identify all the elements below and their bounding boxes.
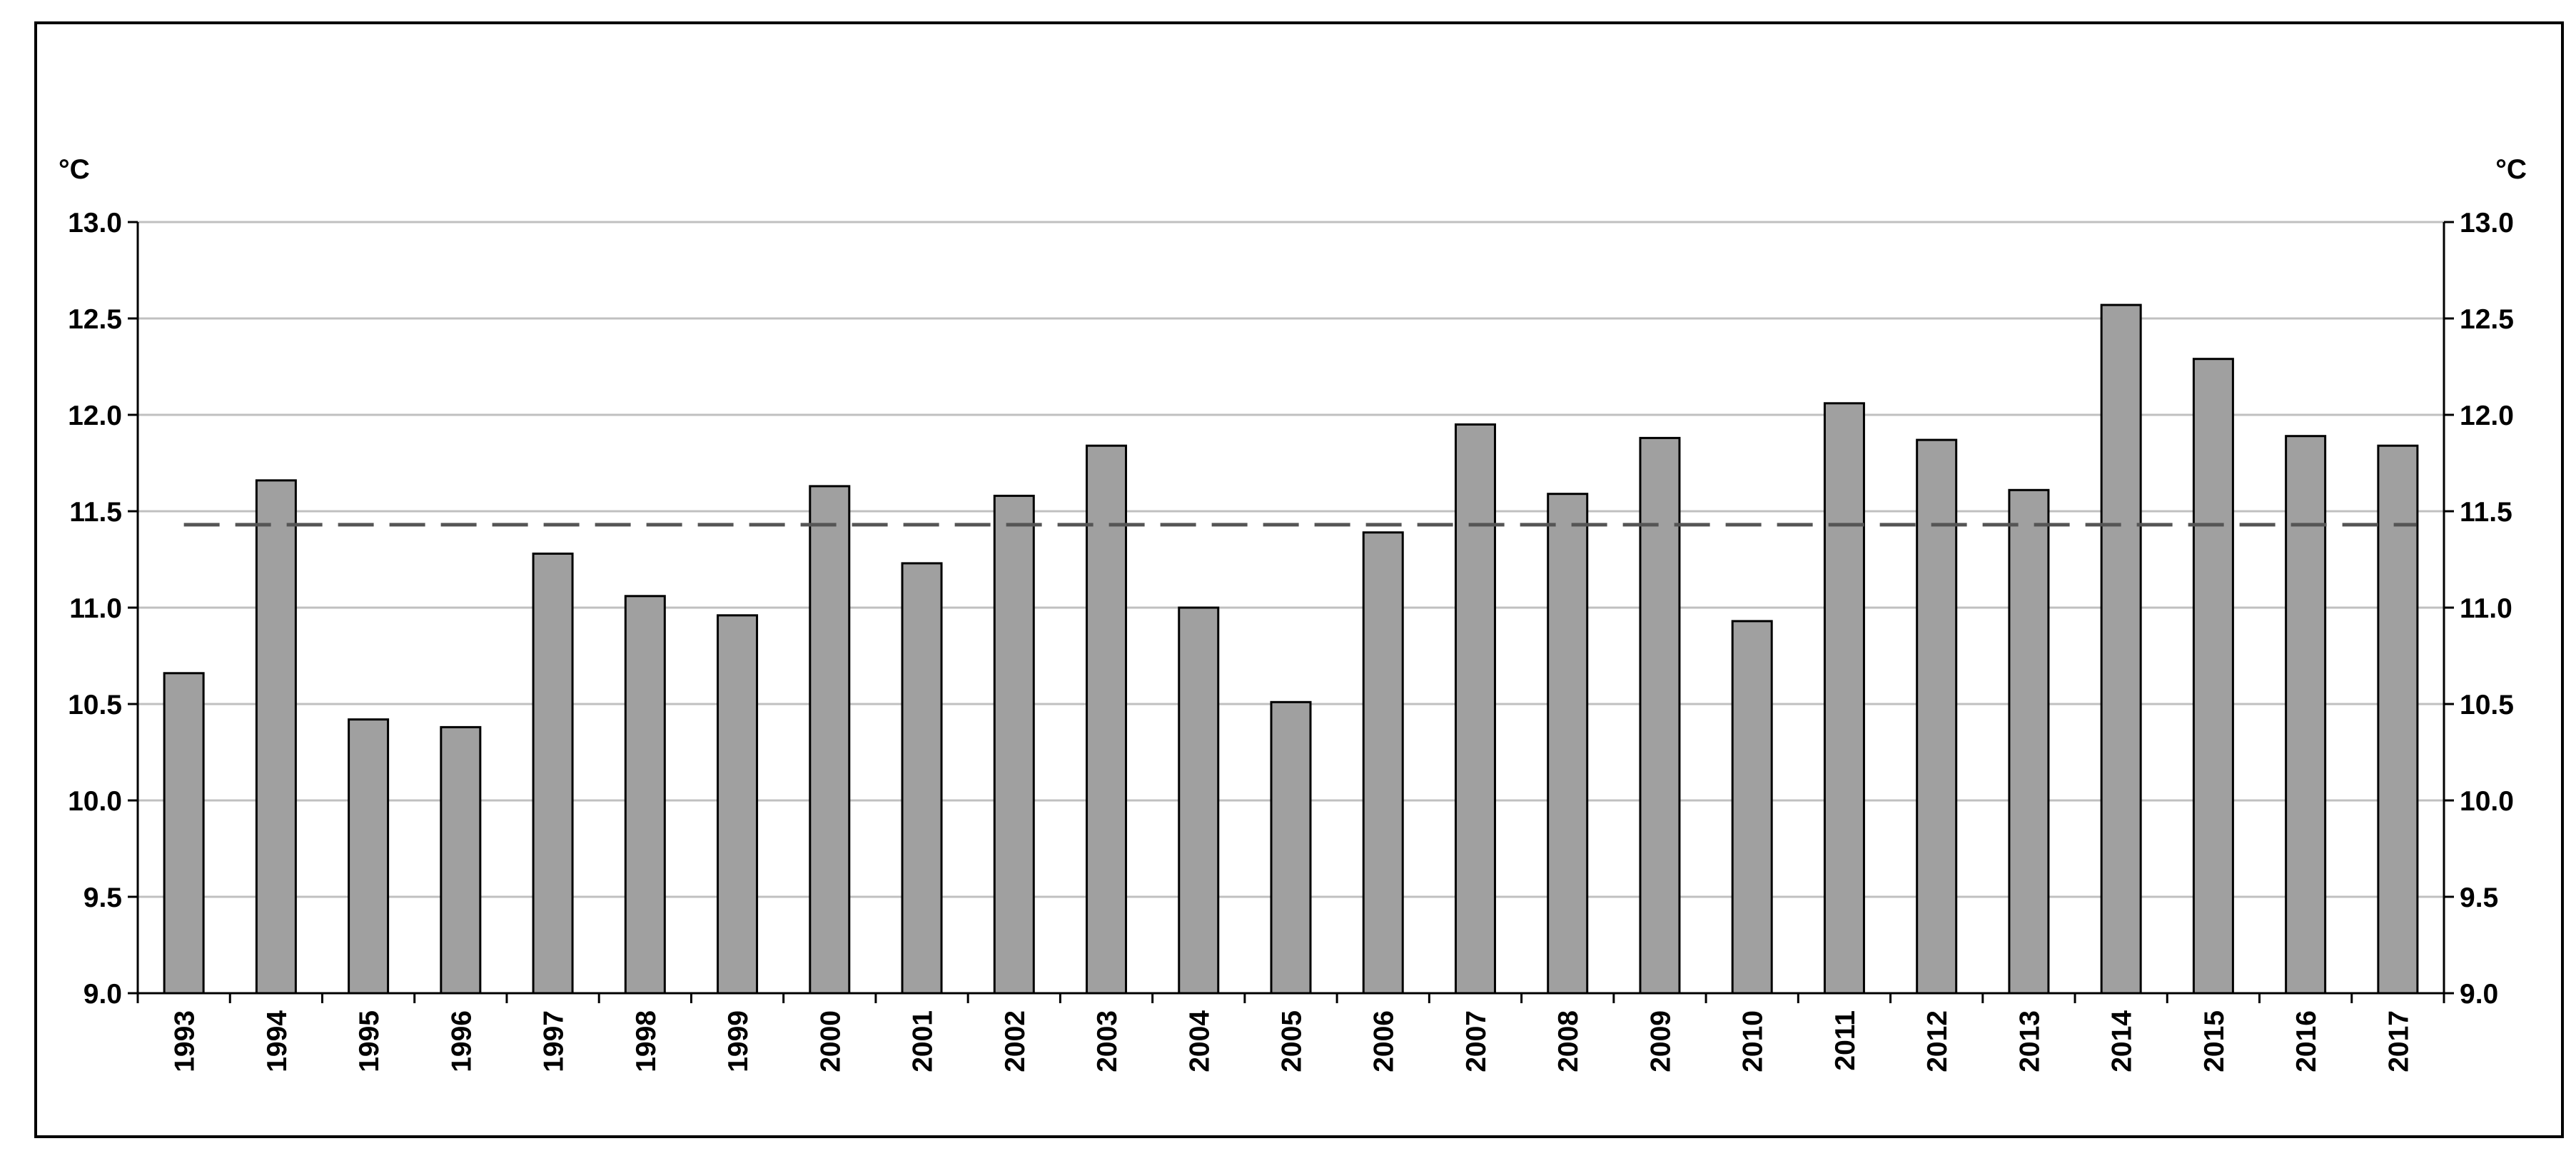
y-tick-label-left: 10.5 <box>68 690 122 720</box>
x-tick-label: 1999 <box>723 1010 754 1072</box>
bar-2017 <box>2377 444 2419 995</box>
x-tick-label: 1995 <box>354 1010 385 1072</box>
x-tick-label: 2002 <box>1000 1010 1031 1072</box>
x-tick-label: 2007 <box>1461 1010 1492 1072</box>
bar-2000 <box>809 485 851 995</box>
bar-2015 <box>2192 358 2234 995</box>
y-tick-label-left: 12.0 <box>68 401 122 431</box>
bar-2005 <box>1270 700 1312 995</box>
x-tick-label: 2000 <box>815 1010 846 1072</box>
bar-1993 <box>163 672 205 995</box>
y-tick-label-right: 12.5 <box>2460 304 2514 335</box>
bars <box>163 303 2419 995</box>
bar-2004 <box>1178 606 1220 995</box>
x-tick-label: 2001 <box>908 1010 939 1072</box>
y-tick-label-left: 10.0 <box>68 786 122 817</box>
y-tick-label-left: 12.5 <box>68 304 122 335</box>
x-tick-label: 2009 <box>1645 1010 1676 1072</box>
x-tick-label: 2011 <box>1830 1010 1861 1071</box>
bar-2011 <box>1823 402 1865 995</box>
bar-1999 <box>717 614 759 995</box>
x-tick-label: 2015 <box>2199 1010 2230 1072</box>
y-axis-left-unit: °C <box>59 154 90 185</box>
bar-2003 <box>1086 444 1128 995</box>
x-tick-label: 2012 <box>1922 1010 1953 1072</box>
bar-2016 <box>2285 435 2327 995</box>
y-tick-label-left: 11.5 <box>69 497 122 528</box>
x-tick-label: 2006 <box>1369 1010 1400 1072</box>
x-tick-label: 1998 <box>631 1010 662 1072</box>
x-tick-label: 1997 <box>539 1010 570 1072</box>
y-tick-label-right: 9.5 <box>2460 883 2498 913</box>
bar-2009 <box>1639 436 1681 995</box>
bar-2014 <box>2100 303 2142 995</box>
bar-2013 <box>2008 488 2050 995</box>
bar-2010 <box>1731 620 1773 995</box>
y-tick-label-right: 13.0 <box>2460 208 2514 238</box>
y-axis-left-ticks: 9.0 9.5 10.0 10.5 11.0 11.5 12.0 12.5 13.0 <box>68 208 138 1010</box>
x-tick-label: 2008 <box>1553 1010 1584 1072</box>
bar-1996 <box>440 725 482 995</box>
bar-2012 <box>1916 438 1958 995</box>
bar-1998 <box>624 595 666 995</box>
grid-lines <box>138 221 2444 898</box>
y-tick-label-left: 13.0 <box>68 208 122 238</box>
x-tick-label: 2013 <box>2014 1010 2045 1072</box>
y-axis-right-ticks: 9.0 9.5 10.0 10.5 11.0 11.5 12.0 12.5 13.0 <box>2444 208 2514 1010</box>
x-tick-label: 2003 <box>1092 1010 1123 1072</box>
y-tick-label-right: 9.0 <box>2460 979 2498 1010</box>
x-tick-label: 1996 <box>446 1010 477 1072</box>
x-tick-label: 2017 <box>2383 1010 2414 1072</box>
y-axis-right-unit: °C <box>2495 154 2527 185</box>
x-tick-label: 2005 <box>1277 1010 1308 1072</box>
x-tick-label: 2004 <box>1184 1010 1215 1072</box>
y-tick-label-left: 11.0 <box>69 593 122 624</box>
bar-1997 <box>532 552 574 995</box>
bar-1995 <box>348 718 390 995</box>
y-tick-label-left: 9.5 <box>84 883 122 913</box>
y-tick-label-left: 9.0 <box>84 979 122 1010</box>
x-tick-label: 2014 <box>2107 1010 2138 1072</box>
x-axis-ticks: 1993 1994 1995 1996 1997 1998 1999 2000 2001 2002… <box>136 993 2445 1072</box>
x-tick-label: 1994 <box>262 1010 293 1072</box>
x-tick-label: 2016 <box>2291 1010 2322 1072</box>
y-tick-label-right: 11.0 <box>2460 593 2512 624</box>
bar-1994 <box>255 479 297 995</box>
y-tick-label-right: 10.5 <box>2460 690 2514 720</box>
bar-2006 <box>1362 531 1404 995</box>
y-tick-label-right: 12.0 <box>2460 401 2514 431</box>
bar-2002 <box>993 494 1035 995</box>
x-tick-label: 1993 <box>170 1010 201 1072</box>
y-tick-label-right: 11.5 <box>2460 497 2512 528</box>
bar-2008 <box>1547 493 1589 995</box>
bar-2001 <box>901 562 943 995</box>
y-tick-label-right: 10.0 <box>2460 786 2514 817</box>
bar-2007 <box>1454 423 1496 995</box>
x-tick-label: 2010 <box>1738 1010 1769 1072</box>
